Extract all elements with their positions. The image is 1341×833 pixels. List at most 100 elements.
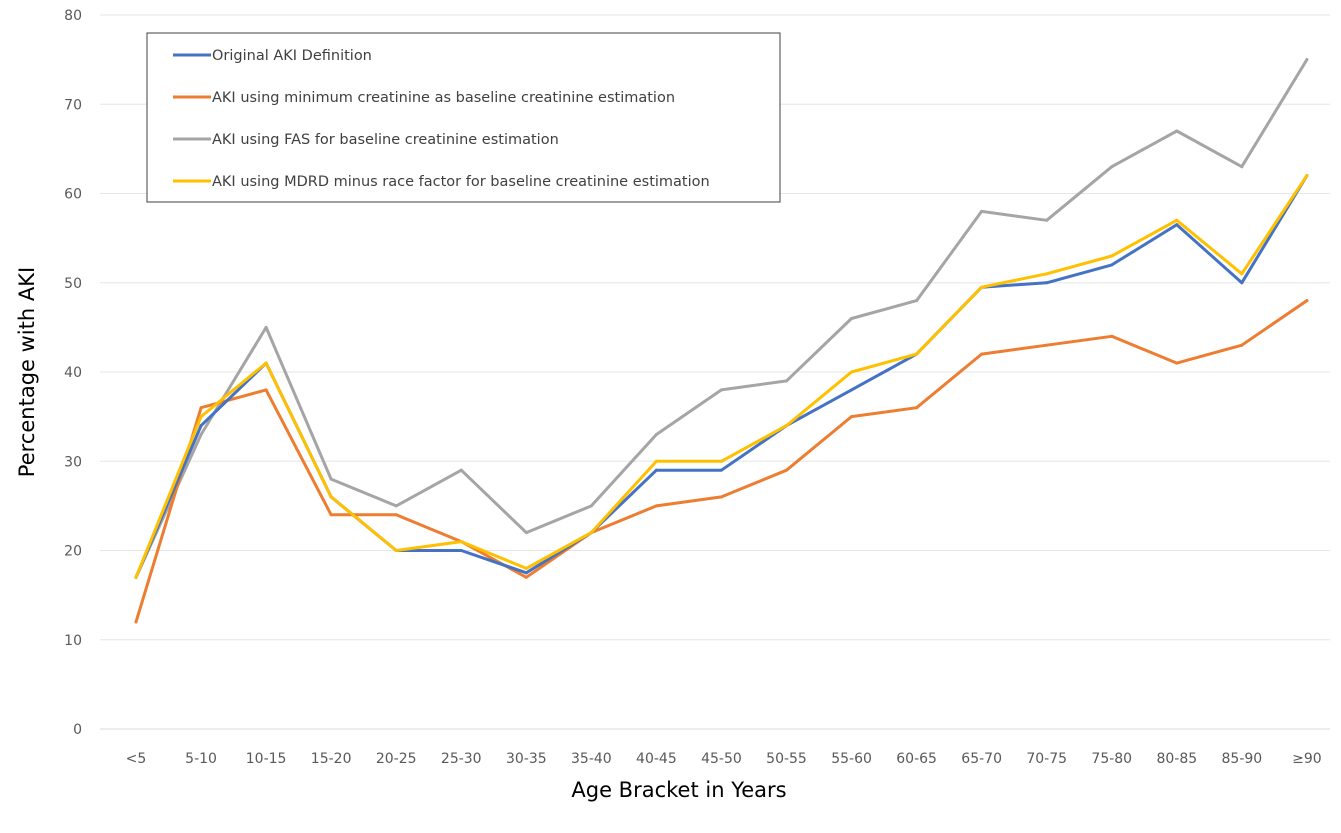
data-point <box>134 575 138 579</box>
data-point <box>1110 263 1114 267</box>
y-tick-label: 40 <box>64 365 82 381</box>
data-point <box>199 415 203 419</box>
x-tick-label: 5-10 <box>185 751 217 767</box>
data-point <box>915 406 919 410</box>
data-point <box>1240 281 1244 285</box>
data-point <box>785 424 788 428</box>
data-point <box>915 299 919 303</box>
data-point <box>1175 223 1179 227</box>
data-point <box>1045 281 1049 285</box>
data-point <box>589 531 593 535</box>
x-tick-label: 10-15 <box>246 751 287 767</box>
data-point <box>1045 218 1049 222</box>
x-tick-label: 30-35 <box>506 751 547 767</box>
data-point <box>785 379 788 383</box>
data-point <box>850 316 854 320</box>
x-tick-label: 80-85 <box>1156 751 1197 767</box>
x-tick-label: 40-45 <box>636 751 677 767</box>
data-point <box>264 388 268 392</box>
data-point <box>719 388 723 392</box>
y-tick-label: 10 <box>64 633 82 649</box>
series-lines <box>134 58 1309 624</box>
data-point <box>459 540 463 544</box>
data-point <box>1305 174 1309 178</box>
data-point <box>1305 299 1309 303</box>
x-axis-ticks: <5 5-10 10-15 15-20 20-25 25-30 30-35 35-40 40-4… <box>126 751 1322 767</box>
data-point <box>654 468 658 472</box>
x-tick-label: 55-60 <box>831 751 872 767</box>
data-point <box>394 504 398 508</box>
y-tick-label: 20 <box>64 544 82 560</box>
y-axis-title: Percentage with AKI <box>15 267 39 477</box>
data-point <box>980 352 984 356</box>
y-tick-label: 70 <box>64 97 82 113</box>
data-point <box>459 468 463 472</box>
data-point <box>1305 58 1309 62</box>
x-tick-label: 65-70 <box>961 751 1002 767</box>
data-point <box>850 388 854 392</box>
data-point <box>785 468 788 472</box>
legend-label: Original AKI Definition <box>212 48 372 64</box>
data-point <box>850 370 854 374</box>
data-point <box>1110 254 1114 258</box>
y-axis-ticks: 0 10 20 30 40 50 60 70 80 <box>64 8 82 738</box>
y-tick-label: 80 <box>64 8 82 24</box>
data-point <box>654 504 658 508</box>
data-point <box>264 325 268 329</box>
data-point <box>1110 165 1114 169</box>
legend-label: AKI using MDRD minus race factor for bas… <box>212 174 710 190</box>
data-point <box>1240 165 1244 169</box>
data-point <box>1175 361 1179 365</box>
x-tick-label: 50-55 <box>766 751 807 767</box>
data-point <box>1045 343 1049 347</box>
data-point <box>654 459 658 463</box>
data-point <box>199 432 203 436</box>
data-point <box>1110 334 1114 338</box>
data-point <box>589 504 593 508</box>
x-tick-label: 85-90 <box>1222 751 1263 767</box>
y-tick-label: 30 <box>64 454 82 470</box>
y-tick-label: 0 <box>73 722 82 738</box>
legend: Original AKI Definition AKI using minimum… <box>146 32 781 203</box>
data-point <box>524 575 528 579</box>
x-tick-label: 35-40 <box>571 751 612 767</box>
legend-box <box>146 32 781 203</box>
data-point <box>1175 218 1179 222</box>
data-point <box>199 406 203 410</box>
data-point <box>394 513 398 517</box>
data-point <box>654 432 658 436</box>
data-point <box>719 495 723 499</box>
data-point <box>719 459 723 463</box>
data-point <box>134 620 138 624</box>
series-line-4 <box>134 174 1309 579</box>
x-axis-title: Age Bracket in Years <box>571 778 786 802</box>
x-tick-label: 45-50 <box>701 751 742 767</box>
data-point <box>1045 272 1049 276</box>
x-tick-label: 20-25 <box>376 751 417 767</box>
data-point <box>980 209 984 213</box>
x-tick-label: 60-65 <box>896 751 937 767</box>
data-point <box>915 352 919 356</box>
data-point <box>1175 129 1179 133</box>
data-point <box>524 566 528 570</box>
data-point <box>329 495 333 499</box>
data-point <box>1240 272 1244 276</box>
data-point <box>199 424 203 428</box>
data-point <box>980 285 984 289</box>
legend-label: AKI using FAS for baseline creatinine es… <box>212 132 559 148</box>
data-point <box>1240 343 1244 347</box>
x-tick-label: 70-75 <box>1026 751 1067 767</box>
y-tick-label: 50 <box>64 276 82 292</box>
series-line-1 <box>134 174 1309 579</box>
data-point <box>264 361 268 365</box>
data-point <box>329 513 333 517</box>
x-tick-label: 25-30 <box>441 751 482 767</box>
x-tick-label: ≥90 <box>1292 751 1322 767</box>
x-tick-label: 75-80 <box>1091 751 1132 767</box>
data-point <box>524 531 528 535</box>
x-tick-label: 15-20 <box>311 751 352 767</box>
legend-label: AKI using minimum creatinine as baseline… <box>212 90 675 106</box>
y-tick-label: 60 <box>64 187 82 203</box>
data-point <box>850 415 854 419</box>
